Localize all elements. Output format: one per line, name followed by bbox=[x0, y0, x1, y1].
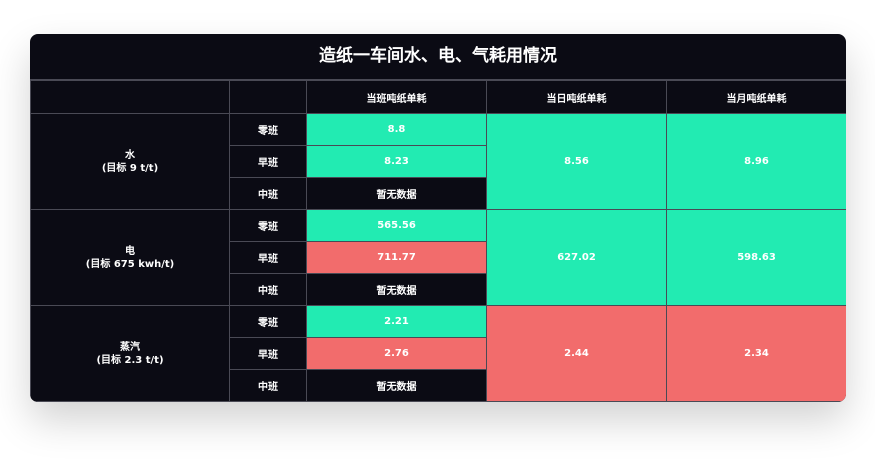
month-value-cell: 2.34 bbox=[666, 305, 846, 402]
shift-label: 中班 bbox=[229, 369, 307, 402]
shift-value-cell: 暂无数据 bbox=[306, 273, 487, 306]
shift-label: 中班 bbox=[229, 273, 307, 306]
table-row: 中班 暂无数据 bbox=[31, 369, 847, 402]
category-target: (目标 675 kwh/t) bbox=[85, 258, 175, 270]
category-target: (目标 2.3 t/t) bbox=[96, 354, 164, 366]
shift-value-cell: 565.56 bbox=[306, 209, 487, 242]
table-row: 电 (目标 675 kwh/t) 零班 565.56 627.02 598.63 bbox=[30, 209, 846, 306]
header-row: 当班吨纸单耗 当日吨纸单耗 当月吨纸单耗 bbox=[30, 80, 846, 114]
category-cell-water: 水 (目标 9 t/t) bbox=[30, 113, 230, 210]
shift-value-cell: 暂无数据 bbox=[306, 177, 487, 210]
shift-label: 零班 bbox=[229, 305, 307, 338]
month-value-cell: 8.96 bbox=[666, 113, 846, 210]
day-value-cell: 2.44 bbox=[486, 305, 667, 402]
day-value-cell: 8.56 bbox=[486, 113, 667, 210]
shift-value-cell: 暂无数据 bbox=[306, 369, 487, 402]
shift-label: 早班 bbox=[229, 337, 307, 370]
shift-value-cell: 8.23 bbox=[306, 145, 487, 178]
category-cell-steam: 蒸汽 (目标 2.3 t/t) bbox=[30, 305, 230, 402]
shift-label: 零班 bbox=[229, 209, 307, 242]
category-cell-electricity: 电 (目标 675 kwh/t) bbox=[30, 209, 230, 306]
category-name: 水 bbox=[125, 149, 135, 161]
header-blank-shift bbox=[229, 80, 307, 114]
shift-value-cell: 8.8 bbox=[306, 113, 487, 146]
shift-value-cell: 2.76 bbox=[306, 337, 487, 370]
table-row: 早班 711.77 bbox=[31, 241, 847, 274]
shift-label: 零班 bbox=[229, 113, 307, 146]
category-target: (目标 9 t/t) bbox=[101, 162, 159, 174]
shift-value-cell: 2.21 bbox=[306, 305, 487, 338]
table-row: 中班 暂无数据 bbox=[31, 177, 847, 210]
day-value-cell: 627.02 bbox=[486, 209, 667, 306]
category-name: 蒸汽 bbox=[120, 341, 140, 353]
month-value-cell: 598.63 bbox=[666, 209, 846, 306]
table-row: 早班 2.76 bbox=[31, 337, 847, 370]
header-shift-consumption: 当班吨纸单耗 bbox=[306, 80, 487, 114]
category-name: 电 bbox=[125, 245, 135, 257]
shift-value-cell: 711.77 bbox=[306, 241, 487, 274]
table-row: 中班 暂无数据 bbox=[31, 273, 847, 306]
page-title: 造纸一车间水、电、气耗用情况 bbox=[30, 34, 846, 80]
shift-label: 早班 bbox=[229, 241, 307, 274]
table-row: 水 (目标 9 t/t) 零班 8.8 8.56 8.96 bbox=[30, 113, 846, 210]
consumption-card: 造纸一车间水、电、气耗用情况 当班吨纸单耗 当日吨纸单耗 当月吨纸单耗 水 bbox=[30, 34, 846, 402]
header-day-consumption: 当日吨纸单耗 bbox=[486, 80, 667, 114]
table-row: 早班 8.23 bbox=[31, 145, 847, 178]
header-month-consumption: 当月吨纸单耗 bbox=[666, 80, 846, 114]
table-row: 蒸汽 (目标 2.3 t/t) 零班 2.21 2.44 2.34 bbox=[30, 305, 846, 402]
header-blank-category bbox=[30, 80, 230, 114]
shift-label: 早班 bbox=[229, 145, 307, 178]
consumption-table: 当班吨纸单耗 当日吨纸单耗 当月吨纸单耗 水 (目标 9 t/t) 零班 8.8… bbox=[30, 80, 846, 402]
shift-label: 中班 bbox=[229, 177, 307, 210]
